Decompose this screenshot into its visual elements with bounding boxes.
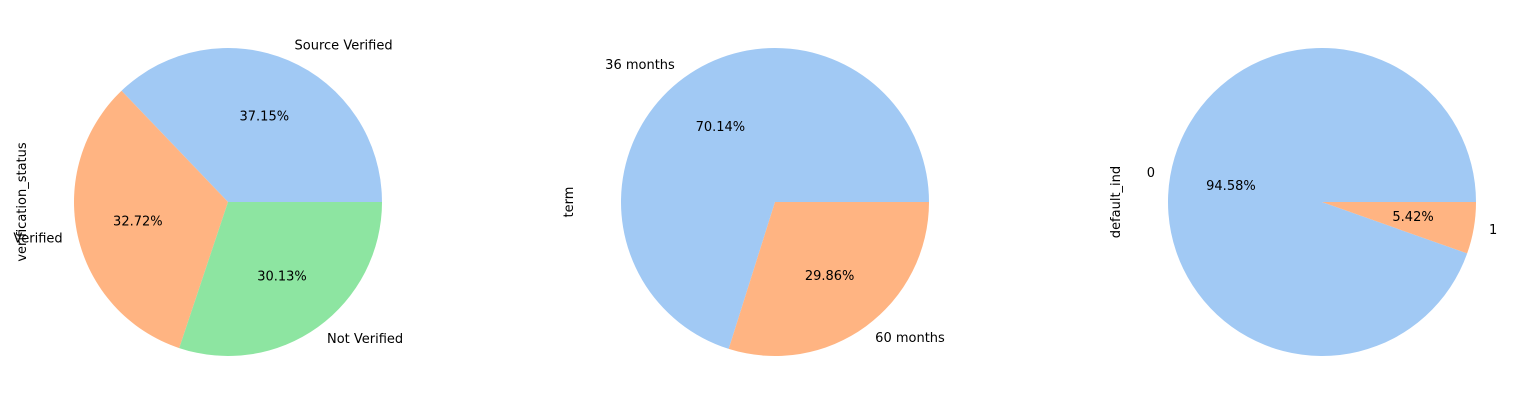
pie-slice-source-verified: [121, 47, 383, 202]
pie-chart-default-ind: 0 94.58% 1 5.42% default_ind: [1109, 48, 1497, 356]
pie-slice-1: [1322, 202, 1476, 254]
slice-label-1: 1: [1489, 223, 1497, 238]
pie-slice-36-months: [620, 47, 929, 349]
slice-label-not-verified: Not Verified: [327, 332, 403, 347]
pie-slice-not-verified: [179, 202, 382, 357]
y-axis-label: default_ind: [1109, 166, 1124, 238]
slice-percent-label: 29.86%: [805, 269, 855, 284]
slice-label-0: 0: [1147, 166, 1155, 181]
pie-slice-verified: [73, 90, 228, 349]
slice-label-36-months: 36 months: [605, 58, 675, 73]
y-axis-label: term: [562, 187, 577, 218]
pie-slice-60-months: [728, 202, 929, 356]
pie-chart-verification-status: Source Verified 37.15% Verified 32.72% Not V…: [13, 39, 403, 357]
slice-label-verified: Verified: [13, 232, 62, 247]
slice-label-source-verified: Source Verified: [295, 39, 393, 54]
slice-percent-label: 5.42%: [1392, 210, 1433, 225]
slice-percent-label: 94.58%: [1206, 179, 1256, 194]
slice-percent-label: 30.13%: [257, 269, 307, 284]
slice-percent-label: 37.15%: [240, 110, 290, 125]
slice-percent-label: 70.14%: [696, 120, 746, 135]
y-axis-label: verification_status: [15, 142, 30, 262]
slice-percent-label: 32.72%: [113, 215, 163, 230]
pie-chart-term: 36 months 70.14% 60 months 29.86% term: [562, 47, 945, 356]
slice-label-60-months: 60 months: [875, 331, 945, 346]
